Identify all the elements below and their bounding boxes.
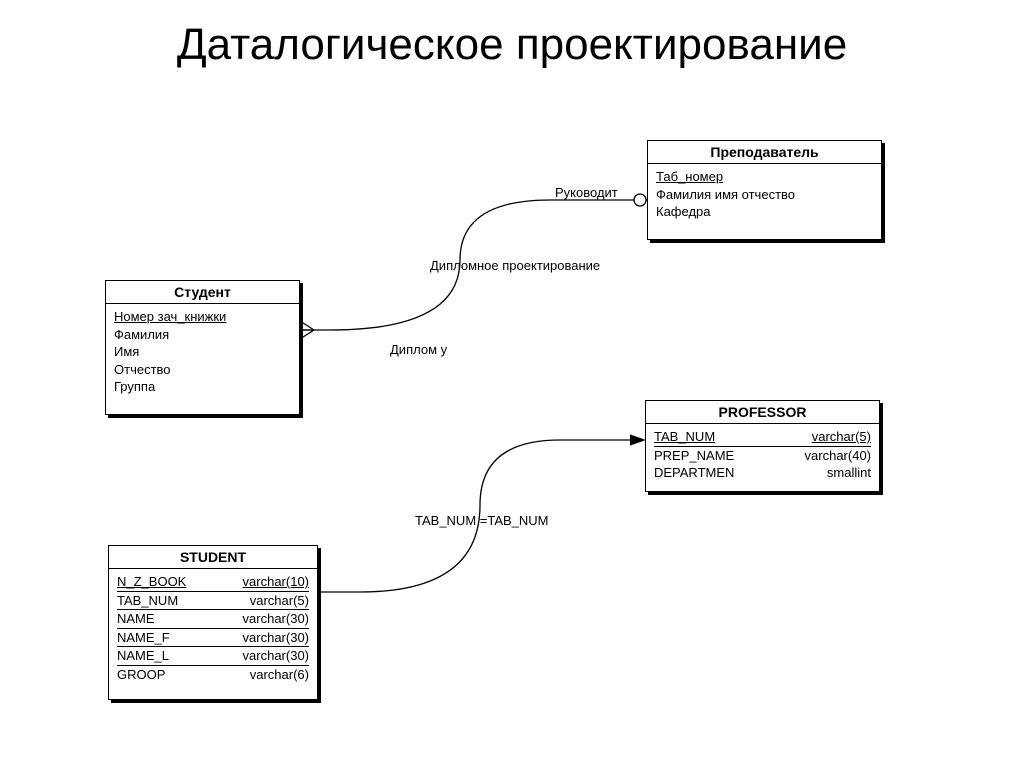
field-name: Кафедра <box>656 203 711 221</box>
field-type: varchar(40) <box>805 447 871 465</box>
field-name: Номер зач_книжки <box>114 308 226 326</box>
field-type: varchar(5) <box>250 592 309 610</box>
field-type: varchar(5) <box>812 428 871 446</box>
entity-title: Студент <box>106 281 299 304</box>
field-type: varchar(6) <box>250 666 309 684</box>
field-name: N_Z_BOOK <box>117 573 186 591</box>
entity-body: TAB_NUMvarchar(5)PREP_NAMEvarchar(40)DEP… <box>646 424 879 486</box>
diagram-canvas: Студент Номер зач_книжкиФамилияИмяОтчест… <box>0 0 1024 767</box>
field-name: PREP_NAME <box>654 447 734 465</box>
entity-row: Отчество <box>114 361 291 379</box>
entity-row: Имя <box>114 343 291 361</box>
field-name: Группа <box>114 378 155 396</box>
entity-row: TAB_NUM varchar(5) <box>117 592 309 611</box>
field-name: GROOP <box>117 666 165 684</box>
field-name: Фамилия <box>114 326 169 344</box>
entity-row: NAME varchar(30) <box>117 610 309 629</box>
entity-row: Группа <box>114 378 291 396</box>
entity-row: GROOP varchar(6) <box>117 666 309 684</box>
field-name: NAME_F <box>117 629 170 647</box>
entity-body: Номер зач_книжкиФамилияИмяОтчествоГруппа <box>106 304 299 400</box>
entity-row: N_Z_BOOK varchar(10) <box>117 573 309 592</box>
entity-student-ru: Студент Номер зач_книжкиФамилияИмяОтчест… <box>105 280 300 415</box>
entity-row: Фамилия <box>114 326 291 344</box>
field-name: TAB_NUM <box>117 592 178 610</box>
field-name: Фамилия имя отчество <box>656 186 795 204</box>
entity-teacher-ru: Преподаватель Таб_номерФамилия имя отчес… <box>647 140 882 240</box>
entity-professor-en: PROFESSOR TAB_NUM varchar(5) PREP_NAME varc… <box>645 400 880 492</box>
entity-row: Номер зач_книжки <box>114 308 291 326</box>
relationship-label-diplom-design: Дипломное проектирование <box>430 258 600 273</box>
entity-row: PREP_NAME varchar(40) <box>654 447 871 465</box>
entity-row: Фамилия имя отчество <box>656 186 873 204</box>
field-name: DEPARTMEN <box>654 464 734 482</box>
relationship-label-tabnum: TAB_NUM =TAB_NUM <box>415 513 549 528</box>
field-type: varchar(30) <box>243 610 309 628</box>
relationship-label-diplom-u: Диплом у <box>390 342 447 357</box>
entity-row: Кафедра <box>656 203 873 221</box>
entity-row: TAB_NUM varchar(5) <box>654 428 871 447</box>
field-name: Имя <box>114 343 139 361</box>
entity-body: N_Z_BOOKvarchar(10)TAB_NUMvarchar(5)NAME… <box>109 569 317 687</box>
entity-row: NAME_F varchar(30) <box>117 629 309 648</box>
entity-title: Преподаватель <box>648 141 881 164</box>
entity-row: DEPARTMEN smallint <box>654 464 871 482</box>
field-name: NAME_L <box>117 647 169 665</box>
field-name: TAB_NUM <box>654 428 715 446</box>
field-name: NAME <box>117 610 155 628</box>
entity-title: PROFESSOR <box>646 401 879 424</box>
field-type: varchar(30) <box>243 629 309 647</box>
entity-title: STUDENT <box>109 546 317 569</box>
field-type: smallint <box>827 464 871 482</box>
field-name: Таб_номер <box>656 168 723 186</box>
entity-row: Таб_номер <box>656 168 873 186</box>
entity-student-en: STUDENT N_Z_BOOKvarchar(10)TAB_NUMvarcha… <box>108 545 318 700</box>
field-type: varchar(10) <box>243 573 309 591</box>
field-type: varchar(30) <box>243 647 309 665</box>
entity-body: Таб_номерФамилия имя отчествоКафедра <box>648 164 881 225</box>
relationship-label-rukovodit: Руководит <box>555 185 618 200</box>
field-name: Отчество <box>114 361 171 379</box>
entity-row: NAME_L varchar(30) <box>117 647 309 666</box>
